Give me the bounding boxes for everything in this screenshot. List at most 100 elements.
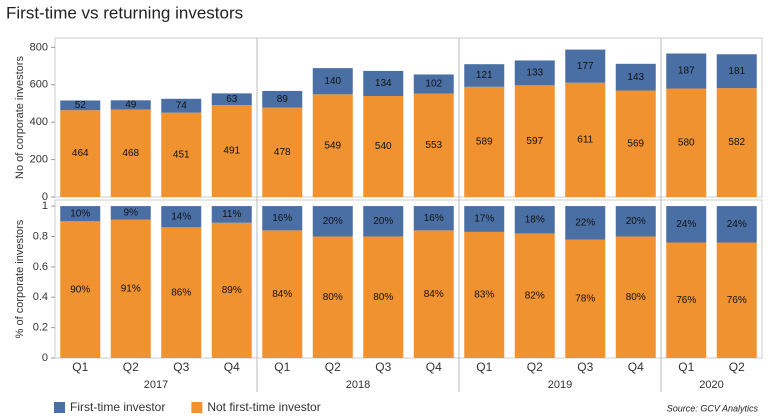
bar-segment — [615, 63, 656, 91]
data-label: 9% — [124, 208, 139, 219]
x-tick-label: Q2 — [527, 360, 543, 374]
data-label: 549 — [324, 140, 341, 151]
bar-segment — [716, 206, 757, 243]
data-label: 582 — [728, 137, 745, 148]
bar-segment — [312, 236, 353, 358]
data-label: 451 — [173, 149, 190, 160]
data-label: 589 — [476, 137, 493, 148]
bar-segment — [413, 74, 454, 94]
data-label: 89 — [277, 94, 289, 105]
y-axis-label: % of corporate investors — [14, 219, 26, 338]
data-label: 597 — [526, 136, 543, 147]
data-label: 121 — [476, 70, 493, 81]
bar-segment — [110, 206, 151, 220]
bar-segment — [615, 236, 656, 358]
source: Source: GCV Analytics — [667, 403, 759, 413]
data-label: 181 — [728, 66, 745, 77]
bar-segment — [60, 206, 101, 222]
bar-segment — [161, 112, 202, 197]
data-label: 140 — [324, 76, 341, 87]
bar-segment — [413, 230, 454, 358]
data-label: 78% — [575, 293, 595, 304]
bar-segment — [464, 206, 505, 232]
bar-segment — [211, 105, 252, 197]
bar-segment — [666, 242, 707, 358]
bar-segment — [110, 100, 151, 110]
y-tick-label: 1 — [42, 200, 48, 212]
data-label: 17% — [474, 214, 494, 225]
bar-segment — [262, 206, 303, 231]
bar-segment — [464, 86, 505, 197]
y-tick-label: 600 — [30, 79, 48, 91]
data-label: 468 — [122, 148, 139, 159]
bar-segment — [262, 90, 303, 108]
bar-segment — [60, 100, 101, 111]
bar-segment — [514, 60, 555, 86]
bar-segment — [161, 206, 202, 228]
x-tick-label: Q3 — [375, 360, 391, 374]
data-label: 11% — [222, 209, 241, 220]
data-label: 553 — [425, 140, 442, 151]
group-label: 2020 — [699, 379, 723, 391]
bar-segment — [716, 54, 757, 89]
bar-segment — [666, 53, 707, 89]
data-label: 82% — [525, 290, 545, 301]
data-label: 80% — [626, 292, 646, 303]
bar-segment — [363, 95, 404, 197]
data-label: 74 — [176, 100, 188, 111]
data-label: 540 — [375, 141, 392, 152]
bar-segment — [716, 242, 757, 358]
bar-segment — [565, 206, 606, 240]
bar-segment — [60, 110, 101, 197]
data-label: 49 — [125, 100, 137, 111]
bar-segment — [464, 231, 505, 358]
x-tick-label: Q3 — [577, 360, 593, 374]
data-label: 143 — [627, 72, 644, 83]
data-label: 14% — [171, 211, 191, 222]
bar-segment — [615, 90, 656, 197]
data-label: 90% — [70, 284, 90, 295]
x-tick-label: Q2 — [123, 360, 139, 374]
legend-swatch — [54, 402, 65, 413]
data-label: 20% — [626, 216, 646, 227]
data-label: 24% — [676, 219, 696, 230]
plot-frame — [54, 199, 763, 359]
y-tick-label: 200 — [30, 153, 48, 165]
y-tick-label: 0 — [42, 191, 48, 203]
data-label: 478 — [274, 147, 291, 158]
legend-swatch — [191, 402, 203, 413]
data-label: 569 — [627, 138, 644, 149]
bar-segment — [60, 221, 101, 358]
x-tick-label: Q2 — [325, 360, 341, 374]
data-label: 16% — [272, 213, 292, 224]
bar-segment — [565, 82, 606, 197]
chart-title: First-time vs returning investors — [6, 3, 243, 22]
bar-segment — [363, 70, 404, 96]
bar-segment — [110, 219, 151, 358]
bar-segment — [312, 206, 353, 237]
bar-segment — [262, 230, 303, 358]
data-label: 20% — [323, 216, 343, 227]
data-label: 134 — [375, 78, 392, 89]
y-tick-label: 0.4 — [33, 291, 48, 303]
plot-frame — [54, 37, 763, 198]
bar-segment — [464, 64, 505, 87]
data-label: 83% — [474, 290, 494, 301]
data-label: 10% — [70, 208, 90, 219]
data-label: 491 — [223, 146, 240, 157]
data-label: 76% — [676, 295, 696, 306]
bar-segment — [514, 85, 555, 197]
data-label: 89% — [222, 285, 242, 296]
data-label: 24% — [727, 219, 747, 230]
x-tick-label: Q1 — [274, 360, 290, 374]
data-label: 84% — [272, 289, 292, 300]
data-label: 52 — [75, 100, 87, 111]
y-tick-label: 400 — [30, 116, 48, 128]
y-tick-label: 0 — [42, 352, 48, 364]
bar-segment — [211, 206, 252, 223]
bar-segment — [565, 49, 606, 83]
x-tick-label: Q1 — [476, 360, 492, 374]
x-tick-label: Q3 — [173, 360, 189, 374]
bar-segment — [413, 93, 454, 197]
